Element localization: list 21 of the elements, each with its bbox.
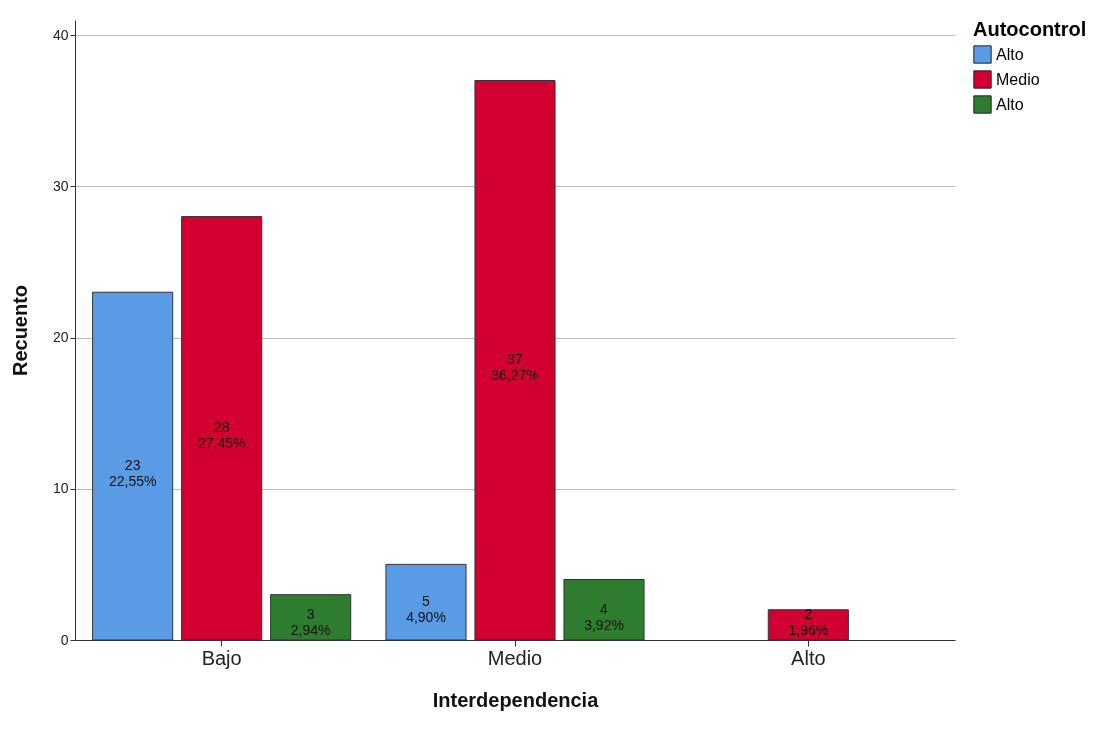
- x-tick-label: Bajo: [201, 646, 242, 669]
- x-axis-title: Interdependencia: [432, 688, 600, 711]
- y-tick-label: 20: [52, 329, 69, 346]
- legend-label: Alto: [996, 45, 1024, 63]
- y-tick-label: 40: [52, 26, 69, 43]
- data-label: 28 27,45%: [197, 419, 246, 452]
- data-label: 4 3,92%: [584, 600, 624, 633]
- y-tick-label: 10: [52, 480, 69, 497]
- y-tick-label: 30: [52, 177, 69, 194]
- x-tick-label: Alto: [791, 646, 826, 669]
- data-label: 23 22,55%: [108, 457, 157, 490]
- data-label: 37 36,27%: [491, 351, 539, 384]
- y-axis-title: Recuento: [8, 284, 31, 377]
- legend-label: Alto: [996, 95, 1024, 113]
- data-label: 2 1,96%: [788, 606, 829, 639]
- y-tick-label: 0: [60, 631, 69, 648]
- data-label: 3 2,94%: [290, 606, 331, 639]
- x-tick-label: Medio: [487, 646, 543, 669]
- data-label: 5 4,90%: [406, 593, 446, 626]
- legend-title: Autocontrol: [973, 18, 1087, 40]
- legend-label: Medio: [996, 70, 1040, 88]
